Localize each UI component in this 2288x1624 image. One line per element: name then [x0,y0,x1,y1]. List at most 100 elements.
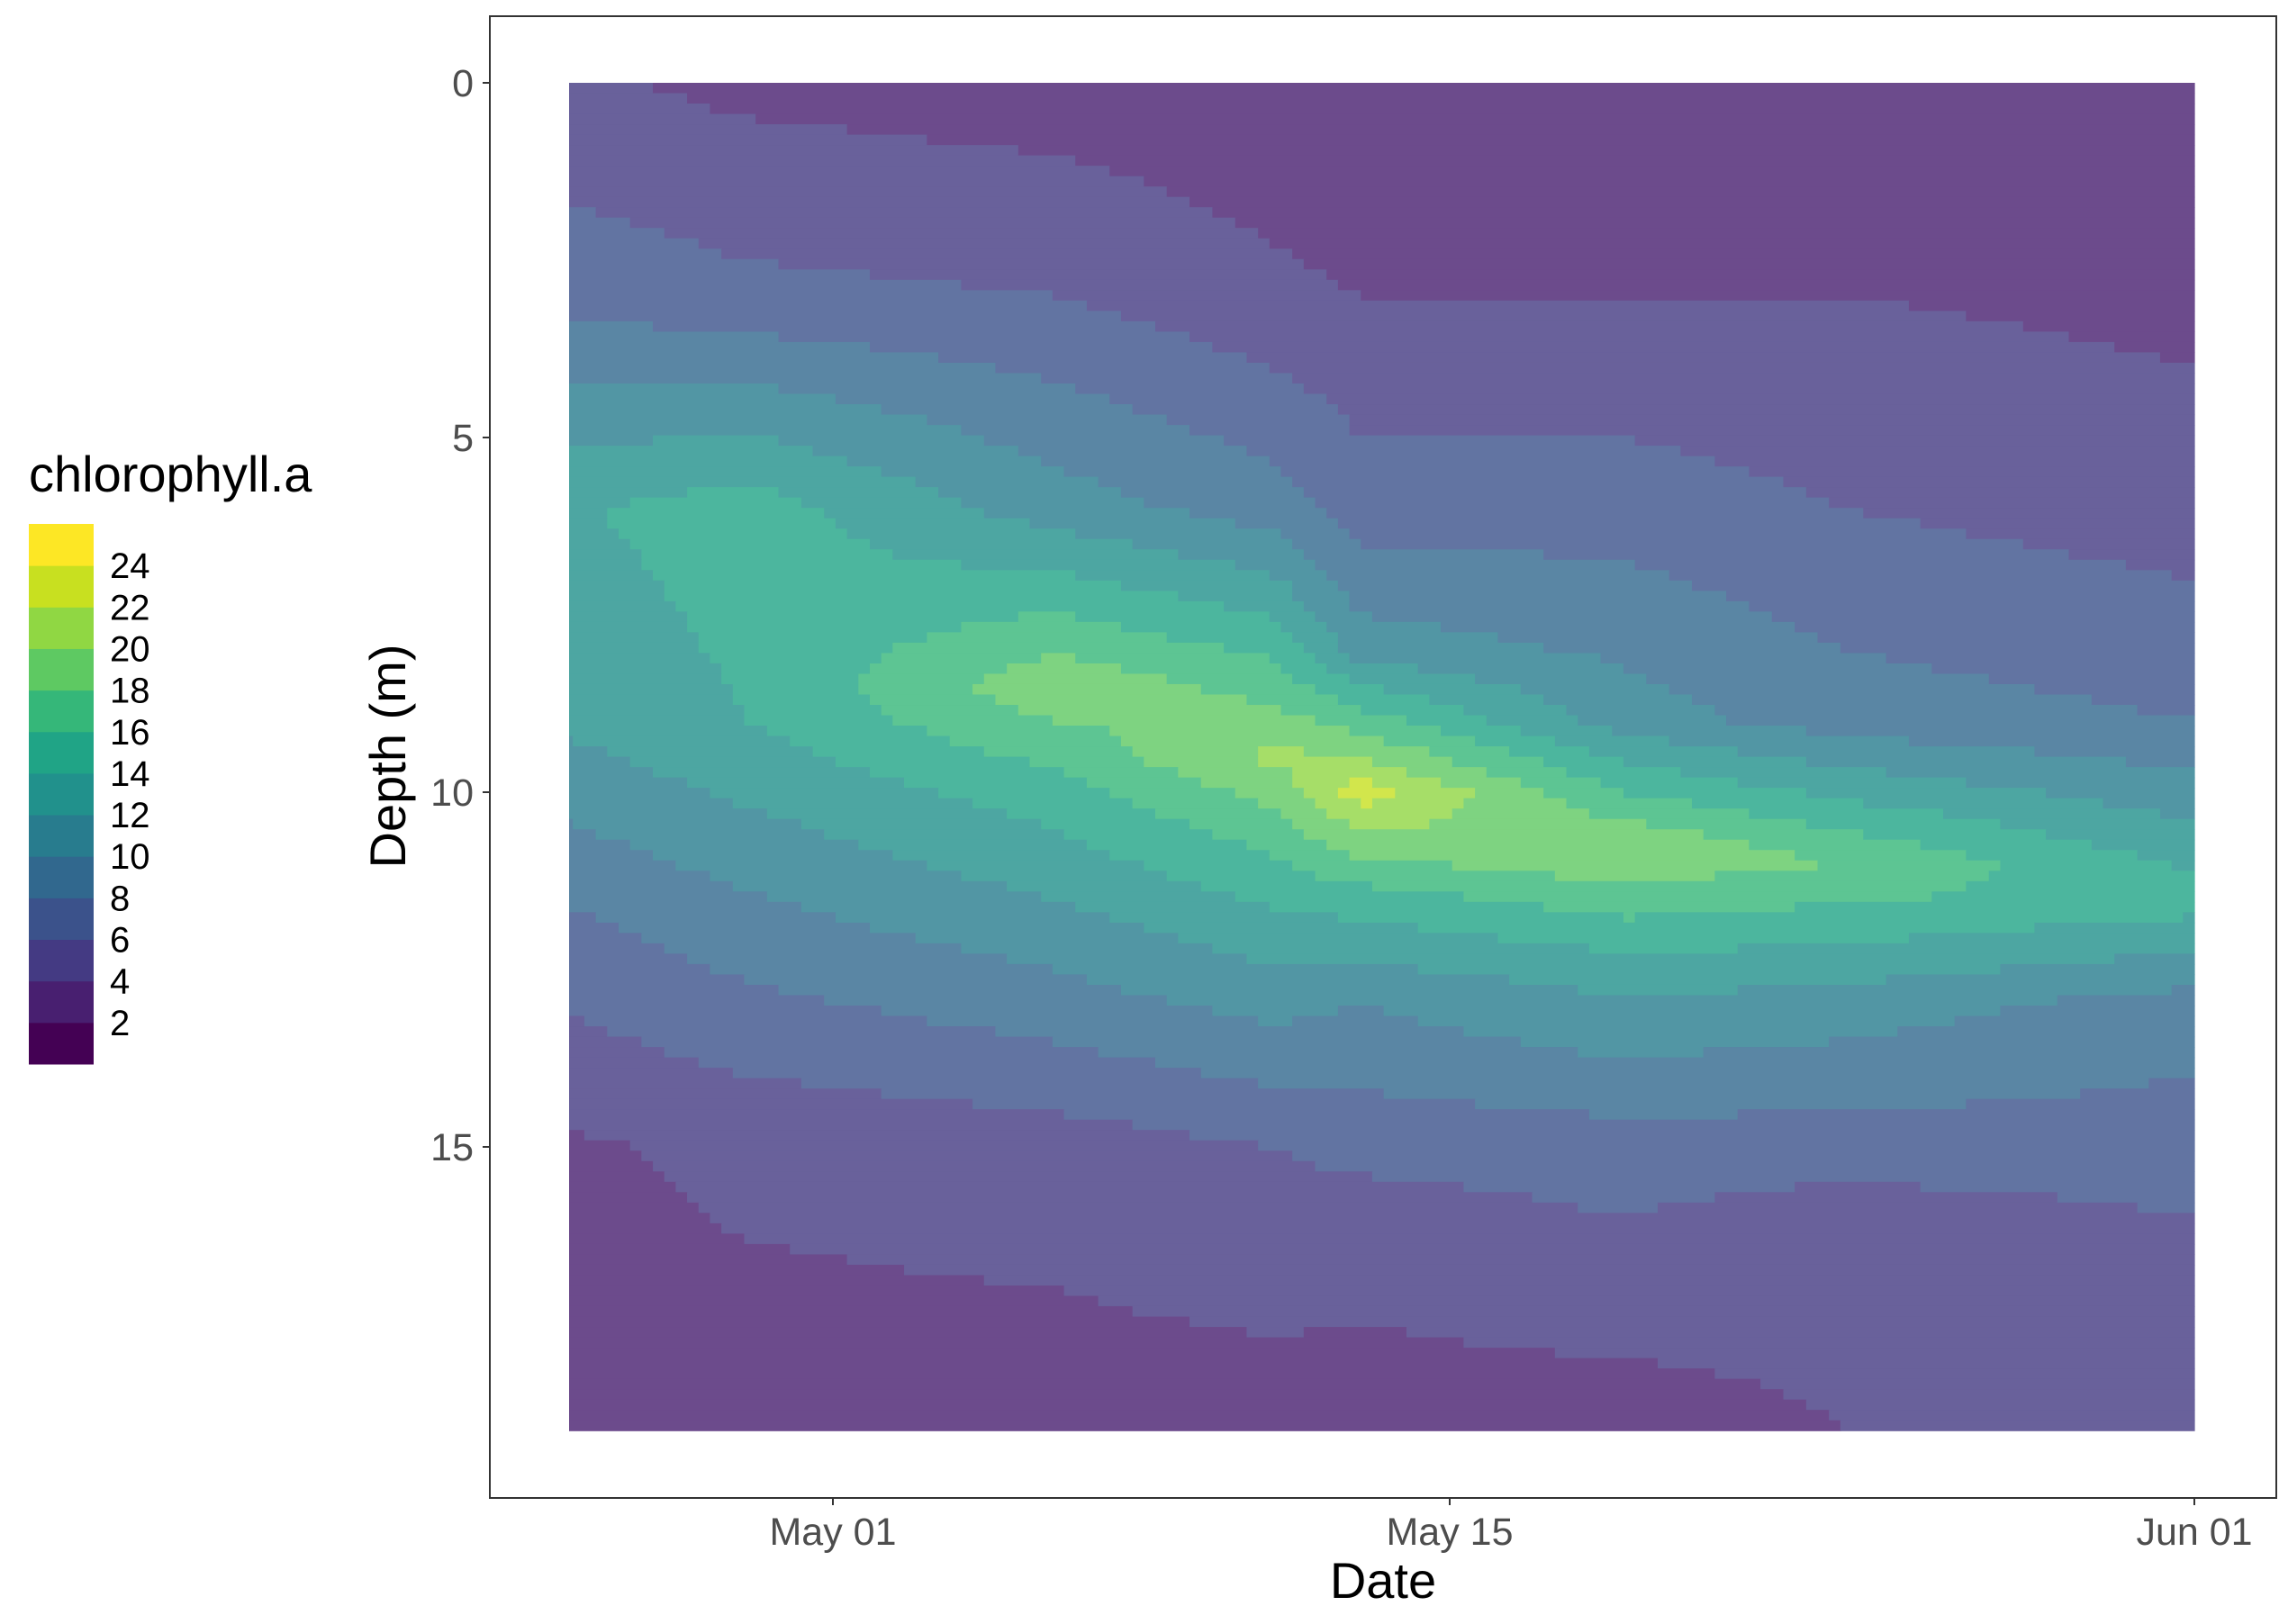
contour-cell [790,735,951,747]
contour-cell [1109,850,1271,862]
contour-cell [569,155,1076,167]
contour-cell [1120,580,1293,591]
contour-cell [961,621,1122,633]
contour-cell [2148,1078,2195,1089]
contour-cell [869,341,1214,354]
contour-cell [569,134,927,146]
contour-cell [1144,922,1419,934]
contour-cell [569,1305,1134,1318]
contour-cell [569,1295,1099,1307]
contour-cell [1554,1348,2195,1359]
contour-cell [569,362,997,374]
contour-cell [2137,705,2195,717]
contour-cell [1451,860,1819,871]
contour-cell [858,839,1088,851]
contour-cell [1520,777,1602,789]
contour-cell [1840,1420,2195,1431]
legend-label: 16 [110,713,150,753]
contour-cell [846,1254,2195,1266]
contour-cell [687,777,905,789]
contour-cell [569,912,597,924]
contour-cell [1303,788,1339,799]
contour-cell [569,1078,802,1089]
contour-cell [569,487,688,499]
contour-cell [595,912,837,924]
contour-cell [1920,839,2093,851]
contour-cell [1566,798,1693,809]
contour-cell [938,352,1248,364]
contour-cell [1326,808,1453,820]
contour-cell [569,1130,585,1141]
contour-cell [1361,705,1464,717]
contour-cell [1303,600,1351,612]
contour-cell [1212,207,2195,219]
y-axis: 0 5 10 15 [430,62,490,1169]
contour-cell [938,788,1110,799]
contour-cell [1075,155,2195,167]
contour-cell [1269,653,1316,664]
contour-cell [1120,621,1282,633]
contour-cell [1041,653,1076,664]
contour-cell [1566,705,1715,717]
contour-cell [1578,984,1739,997]
contour-cell [1543,788,1624,799]
contour-cell [1337,580,1693,591]
legend-label: 20 [110,629,150,669]
contour-cell [641,549,893,561]
contour-cell [1234,788,1305,799]
contour-cell [1017,705,1282,717]
legend-label: 14 [110,754,150,794]
contour-cell [1371,1171,2195,1183]
contour-cell [1041,373,1293,384]
contour-cell [1144,756,1259,768]
contour-cell [732,1068,1202,1079]
contour-cell [1075,570,1271,582]
contour-cell [1783,476,2195,488]
contour-cell [1224,642,1305,654]
contour-cell [915,933,1179,944]
contour-cell [1783,1389,2195,1401]
contour-cell [892,715,1054,726]
contour-cell [664,943,963,955]
contour-cell [1805,788,2047,799]
contour-cell [1805,818,2002,830]
contour-cell [1337,632,1499,644]
contour-cell [778,331,1190,343]
contour-cell [1120,663,1282,675]
contour-cell [569,1057,700,1069]
contour-cell [1132,404,1339,416]
contour-cell [2000,818,2195,830]
contour-cell [1886,767,2195,779]
contour-cell [653,1160,1316,1172]
contour-cell [569,632,700,644]
contour-cell [569,331,780,343]
contour-cell [1908,933,2195,944]
contour-cell [835,393,1110,405]
contour-cell [1349,673,1476,685]
contour-cell [1588,746,1739,758]
contour-cell [2114,341,2195,354]
contour-cell [1361,538,2024,550]
legend-swatch [29,648,94,691]
contour-cell [1829,1036,2195,1048]
contour-cell [721,1223,2195,1234]
contour-cell [778,487,939,499]
contour-cell [1303,258,2195,270]
contour-cell [1269,238,2195,249]
contour-cell [2057,1192,2195,1204]
contour-cell [1189,508,1327,519]
contour-cell [569,425,963,437]
contour-cell [1737,777,1967,789]
contour-cell [687,611,1019,623]
contour-cell [569,1202,700,1213]
contour-cell [1749,466,2195,478]
contour-cell [2000,963,2195,976]
contour-cell [846,456,1042,467]
contour-cell [710,871,963,882]
contour-cell [1132,1119,2195,1131]
contour-cell [569,124,848,136]
contour-cell [1612,726,1807,737]
contour-cell [1988,871,2195,882]
contour-cell [698,238,1271,249]
